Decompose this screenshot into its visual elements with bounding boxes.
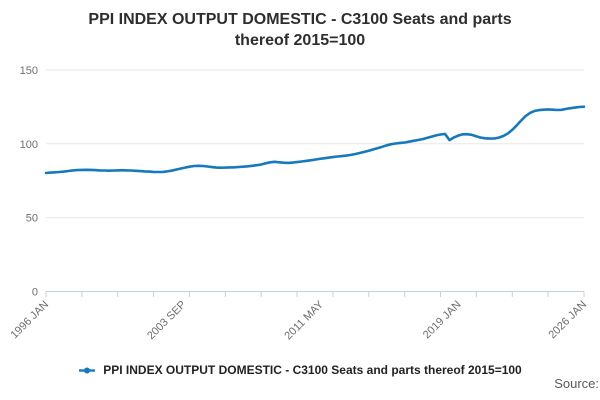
legend-series-label: PPI INDEX OUTPUT DOMESTIC - C3100 Seats … xyxy=(103,363,522,377)
x-tick-label: 2019 JAN xyxy=(421,299,464,342)
source-label: Source: xyxy=(554,376,599,391)
x-tick-label: 2011 MAY xyxy=(282,298,326,342)
chart-title: PPI INDEX OUTPUT DOMESTIC - C3100 Seats … xyxy=(0,9,600,51)
y-tick-label: 150 xyxy=(20,65,38,77)
chart-title-line1: PPI INDEX OUTPUT DOMESTIC - C3100 Seats … xyxy=(88,11,512,28)
y-tick-label: 0 xyxy=(32,287,38,299)
y-tick-label: 100 xyxy=(20,139,38,151)
legend-item[interactable]: PPI INDEX OUTPUT DOMESTIC - C3100 Seats … xyxy=(0,363,600,377)
legend-line-marker-icon xyxy=(79,367,96,373)
x-tick-label: 2003 SEP xyxy=(145,299,189,343)
x-tick-label: 1996 JAN xyxy=(8,299,51,342)
series-line[interactable] xyxy=(44,105,586,175)
x-tick-label: 2026 JAN xyxy=(546,299,589,342)
y-tick-label: 50 xyxy=(26,213,38,225)
chart-title-line2: thereof 2015=100 xyxy=(234,32,366,49)
